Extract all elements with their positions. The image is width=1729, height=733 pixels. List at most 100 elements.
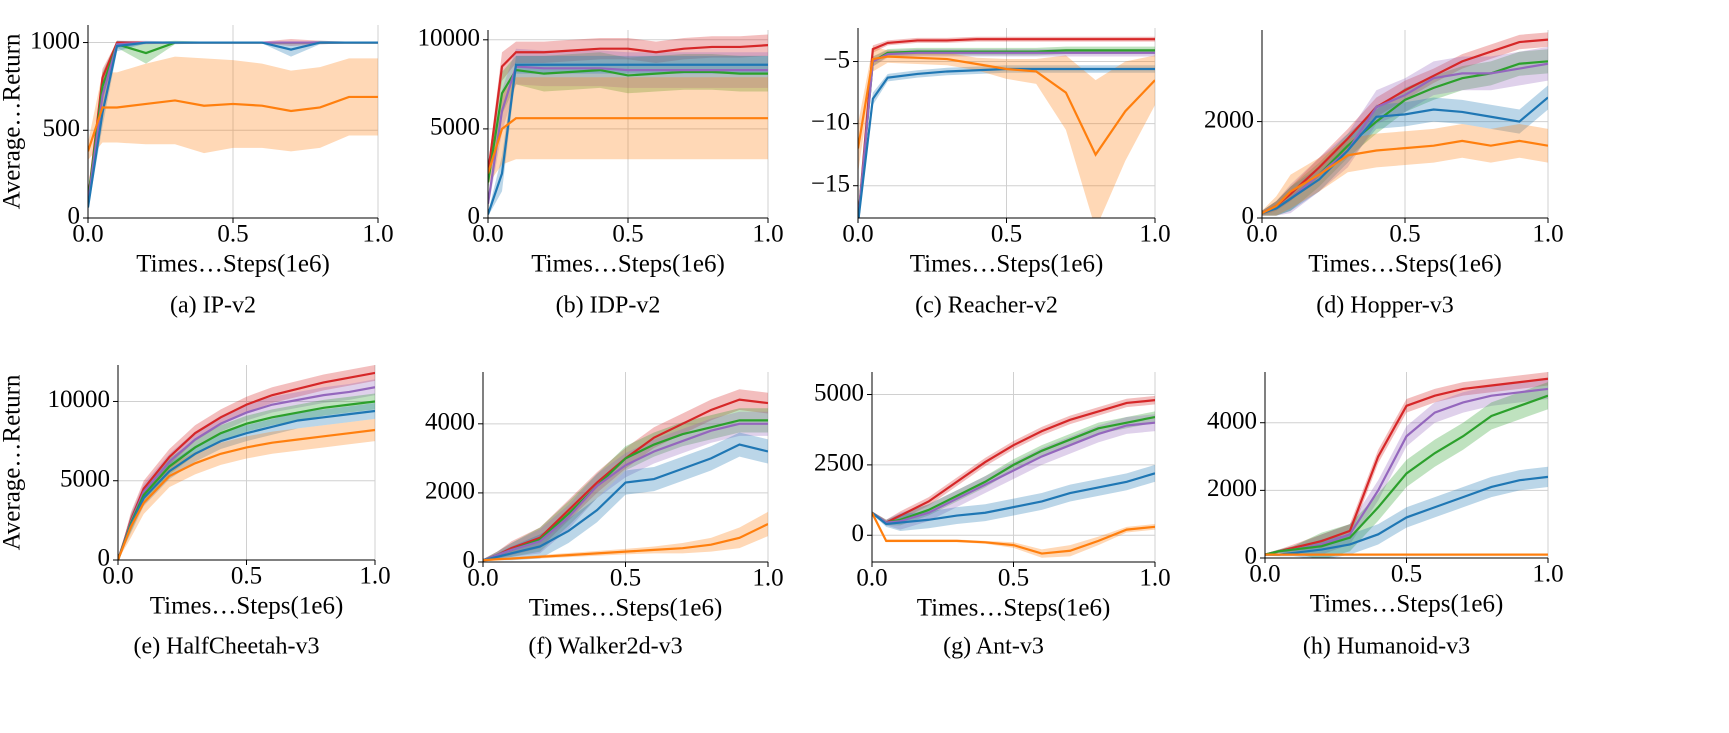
error-band	[488, 34, 768, 181]
plot	[872, 395, 1155, 558]
x-tick-label: 0.0	[467, 565, 498, 592]
series-line	[1262, 38, 1548, 215]
series-line	[118, 371, 375, 560]
error-band	[872, 411, 1155, 526]
y-tick-label: 0	[1245, 543, 1258, 570]
x-axis-label: Times…Steps(1e6)	[529, 595, 723, 622]
x-axis-label: Times…Steps(1e6)	[136, 251, 330, 278]
x-tick-label: 1.0	[1139, 221, 1170, 248]
x-tick-label: 1.0	[1139, 565, 1170, 592]
series-line	[118, 400, 375, 560]
error-band	[872, 414, 1155, 530]
plot	[118, 365, 375, 560]
series-line	[872, 415, 1155, 524]
panel: 0.0 0.5 1.0 −15 −10 −5 Times…Steps(1e6) (c) Rea…	[811, 28, 1171, 319]
plot	[1265, 372, 1548, 558]
y-tick-label: 0	[68, 203, 81, 230]
series-line	[488, 117, 768, 174]
panel: 0.0 0.5 1.0 0 2000 4000 Times…Steps(1e6) (h) Hu…	[1207, 372, 1564, 660]
x-axis-label: Times…Steps(1e6)	[910, 251, 1104, 278]
error-band	[1265, 372, 1548, 556]
caption: (f) Walker2d-v3	[528, 634, 682, 660]
error-band	[118, 379, 375, 560]
panel: 0.0 0.5 1.0 0 2000 4000 Times…Steps(1e6) (f) Wa…	[425, 372, 784, 660]
series-line	[488, 65, 768, 204]
x-tick-label: 0.0	[72, 221, 103, 248]
y-tick-label: 2000	[1207, 475, 1257, 502]
series-line	[118, 409, 375, 560]
series-line	[858, 51, 1155, 218]
series-line	[872, 512, 1155, 555]
x-axis-label: Times…Steps(1e6)	[1308, 251, 1502, 278]
x-tick-label: 0.0	[856, 565, 887, 592]
series-line	[118, 428, 375, 560]
error-band	[1265, 466, 1548, 558]
caption: (b) IDP-v2	[556, 293, 661, 319]
y-tick-label: 500	[43, 115, 81, 142]
y-tick-label: −15	[811, 170, 850, 197]
x-axis-label: Times…Steps(1e6)	[150, 593, 344, 620]
x-axis-label: Times…Steps(1e6)	[531, 251, 725, 278]
error-band	[1262, 85, 1548, 216]
panel: 0.0 0.5 1.0 0 5000 10000 Times…Steps(1e6) Avera…	[0, 365, 391, 660]
error-band	[88, 56, 378, 161]
x-tick-label: 1.0	[359, 563, 390, 590]
error-band	[118, 393, 375, 560]
x-tick-label: 0.0	[1246, 221, 1277, 248]
error-band	[872, 395, 1155, 526]
plot	[488, 34, 768, 217]
error-band	[1265, 378, 1548, 556]
series-line	[483, 422, 768, 562]
x-tick-label: 0.5	[217, 221, 248, 248]
y-tick-label: 5000	[60, 465, 110, 492]
x-tick-label: 0.5	[998, 565, 1029, 592]
plot	[858, 36, 1155, 218]
x-tick-label: 0.5	[1391, 561, 1422, 588]
series-line	[872, 399, 1155, 524]
error-band	[483, 389, 768, 562]
caption: (g) Ant-v3	[943, 634, 1044, 660]
x-tick-label: 0.5	[612, 221, 643, 248]
y-tick-label: 4000	[1207, 407, 1257, 434]
plot	[483, 389, 768, 562]
x-tick-label: 1.0	[362, 221, 393, 248]
error-band	[1262, 32, 1548, 216]
error-band	[1262, 46, 1548, 216]
error-band	[858, 46, 1155, 218]
y-tick-label: 5000	[430, 114, 480, 141]
series-line	[488, 63, 768, 215]
series-line	[872, 472, 1155, 526]
caption: (c) Reacher-v2	[915, 293, 1058, 319]
series-line	[118, 386, 375, 560]
x-tick-label: 0.5	[1389, 221, 1420, 248]
x-axis-label: Times…Steps(1e6)	[917, 595, 1111, 622]
error-band	[858, 65, 1155, 218]
y-tick-label: 10000	[48, 386, 111, 413]
error-band	[1262, 124, 1548, 216]
y-tick-label: 2500	[814, 450, 864, 477]
series-line	[483, 398, 768, 562]
series-line	[488, 44, 768, 174]
x-tick-label: 1.0	[1532, 561, 1563, 588]
plot	[88, 39, 378, 211]
panel: 0.0 0.5 1.0 0 500 1000 Times…Steps(1e6) Average…	[0, 25, 394, 319]
panel: 0.0 0.5 1.0 0 5000 10000 Times…Steps(1e6) (b) I…	[418, 25, 784, 319]
x-tick-label: 0.5	[991, 221, 1022, 248]
x-tick-label: 1.0	[1532, 221, 1563, 248]
caption: (h) Humanoid-v3	[1303, 634, 1470, 660]
x-tick-label: 0.0	[842, 221, 873, 248]
series-line	[858, 55, 1155, 157]
error-band	[488, 77, 768, 185]
y-axis-label: Average…Return	[0, 374, 26, 550]
y-tick-label: −10	[811, 108, 850, 135]
y-tick-label: 0	[468, 203, 481, 230]
error-band	[488, 52, 768, 190]
y-tick-label: 1000	[30, 27, 80, 54]
caption: (a) IP-v2	[170, 293, 256, 319]
y-tick-label: 0	[1242, 203, 1255, 230]
x-tick-label: 0.0	[472, 221, 503, 248]
x-tick-label: 0.5	[231, 563, 262, 590]
error-band	[118, 403, 375, 560]
y-axis-label: Average…Return	[0, 33, 26, 209]
